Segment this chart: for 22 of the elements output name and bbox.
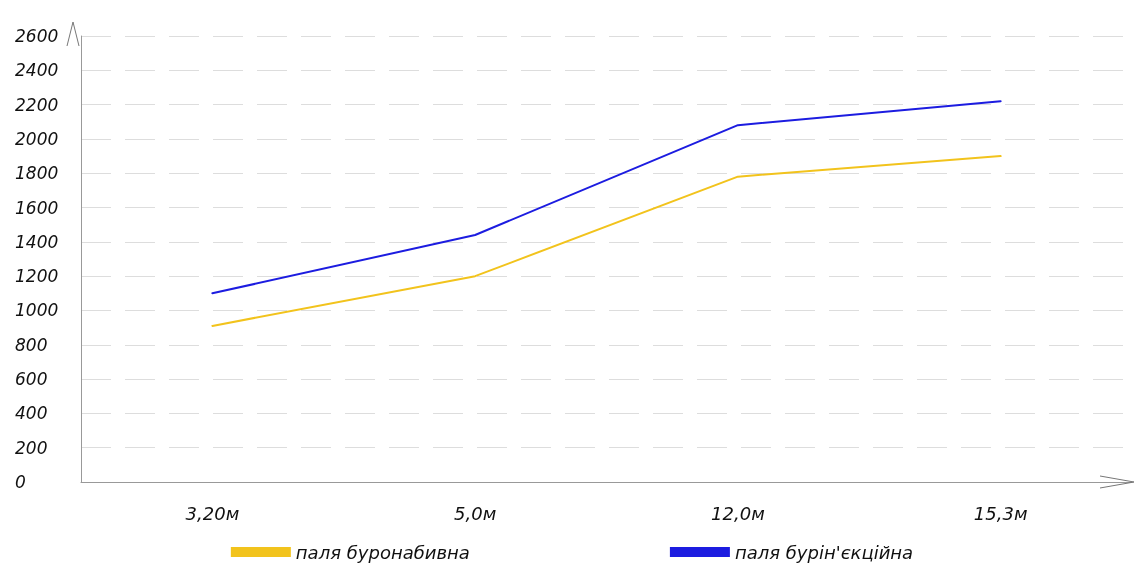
x-tick-label: 12,0м — [711, 502, 765, 524]
y-tick-label: 2200 — [15, 94, 59, 115]
y-tick-label: 2400 — [15, 60, 59, 81]
y-tick-label: 1200 — [15, 266, 59, 287]
y-tick-label: 1800 — [15, 163, 59, 184]
x-tick-label: 3,20м — [185, 502, 240, 524]
y-tick-label: 0 — [15, 472, 26, 492]
y-tick-label: 1000 — [15, 300, 59, 321]
x-tick-label: 15,3м — [973, 502, 1028, 524]
y-tick-label: 400 — [15, 403, 48, 424]
y-tick-label: 2000 — [15, 128, 59, 149]
legend-label: паля буронабивна — [295, 541, 470, 563]
y-tick-label: 800 — [15, 334, 48, 355]
y-tick-label: 200 — [15, 437, 48, 458]
y-tick-label: 1600 — [15, 197, 59, 218]
y-tick-label: 2600 — [15, 26, 59, 46]
y-tick-label: 1400 — [15, 231, 59, 252]
y-tick-label: 600 — [15, 369, 48, 390]
line-series — [211, 100, 1002, 295]
line-series — [211, 155, 1002, 327]
legend-label: паля бурін'єкційна — [734, 541, 914, 563]
x-tick-label: 5,0м — [454, 502, 497, 524]
